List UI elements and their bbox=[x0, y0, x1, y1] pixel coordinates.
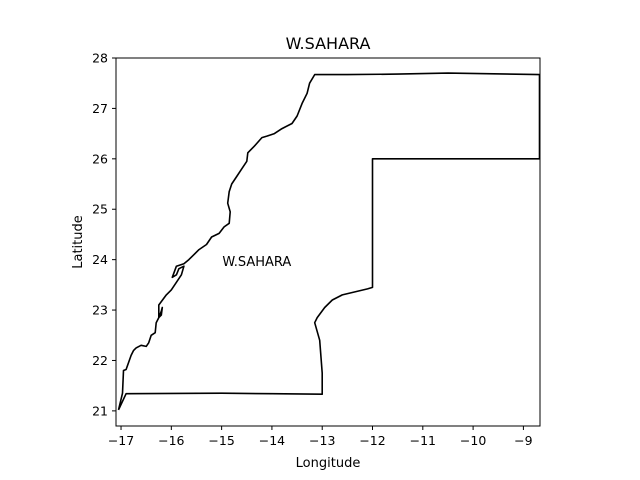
y-axis-label: Latitude bbox=[71, 215, 86, 269]
region-label: W.SAHARA bbox=[222, 255, 291, 270]
x-axis-label: Longitude bbox=[296, 456, 361, 471]
y-tick-label: 24 bbox=[92, 252, 108, 267]
x-tick-label: −14 bbox=[259, 433, 285, 448]
x-tick-label: −15 bbox=[208, 433, 234, 448]
y-tick-label: 25 bbox=[92, 202, 108, 217]
y-tick-label: 27 bbox=[92, 101, 108, 116]
x-tick-label: −11 bbox=[410, 433, 436, 448]
y-tick-label: 28 bbox=[92, 51, 108, 66]
x-tick-label: −12 bbox=[359, 433, 385, 448]
y-axis-ticks: 21 22 23 24 25 26 27 28 bbox=[92, 51, 116, 418]
y-tick-label: 26 bbox=[92, 151, 108, 166]
axes-frame bbox=[115, 57, 541, 427]
y-tick-label: 21 bbox=[92, 403, 108, 418]
y-tick-label: 22 bbox=[92, 353, 108, 368]
x-tick-label: −10 bbox=[460, 433, 486, 448]
x-tick-label: −9 bbox=[514, 433, 532, 448]
plot-area: W.SAHARA bbox=[115, 57, 541, 427]
map-title: W.SAHARA bbox=[286, 34, 371, 53]
y-tick-label: 23 bbox=[92, 303, 108, 318]
x-tick-label: −13 bbox=[309, 433, 335, 448]
x-tick-label: −16 bbox=[158, 433, 184, 448]
x-axis-ticks: −17 −16 −15 −14 −13 −12 −11 −10 −9 bbox=[108, 426, 533, 448]
x-tick-label: −17 bbox=[108, 433, 134, 448]
w-sahara-boundary bbox=[117, 72, 541, 411]
